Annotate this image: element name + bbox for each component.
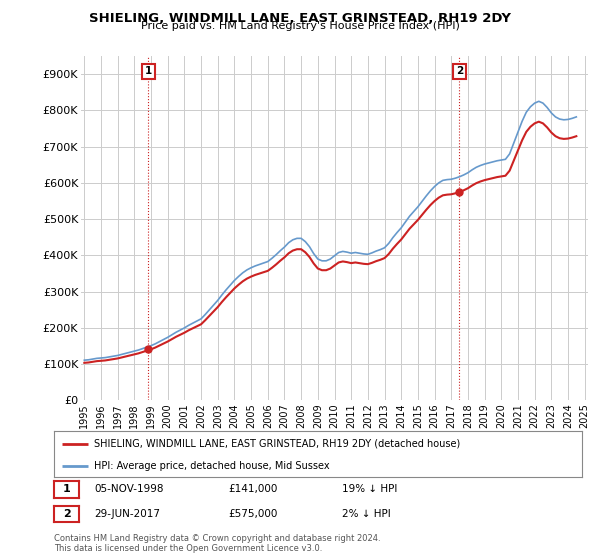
Text: 29-JUN-2017: 29-JUN-2017 <box>94 509 160 519</box>
Text: HPI: Average price, detached house, Mid Sussex: HPI: Average price, detached house, Mid … <box>94 461 329 470</box>
Text: 2: 2 <box>456 67 463 77</box>
Text: £575,000: £575,000 <box>228 509 277 519</box>
Text: SHIELING, WINDMILL LANE, EAST GRINSTEAD, RH19 2DY (detached house): SHIELING, WINDMILL LANE, EAST GRINSTEAD,… <box>94 438 460 449</box>
Text: This data is licensed under the Open Government Licence v3.0.: This data is licensed under the Open Gov… <box>54 544 322 553</box>
Text: £141,000: £141,000 <box>228 484 277 494</box>
Text: 2: 2 <box>63 509 70 519</box>
Text: SHIELING, WINDMILL LANE, EAST GRINSTEAD, RH19 2DY: SHIELING, WINDMILL LANE, EAST GRINSTEAD,… <box>89 12 511 25</box>
Text: 19% ↓ HPI: 19% ↓ HPI <box>342 484 397 494</box>
Text: Price paid vs. HM Land Registry's House Price Index (HPI): Price paid vs. HM Land Registry's House … <box>140 21 460 31</box>
Text: 05-NOV-1998: 05-NOV-1998 <box>94 484 164 494</box>
Text: Contains HM Land Registry data © Crown copyright and database right 2024.: Contains HM Land Registry data © Crown c… <box>54 534 380 543</box>
Text: 1: 1 <box>63 484 70 494</box>
Text: 2% ↓ HPI: 2% ↓ HPI <box>342 509 391 519</box>
Text: 1: 1 <box>145 67 152 77</box>
